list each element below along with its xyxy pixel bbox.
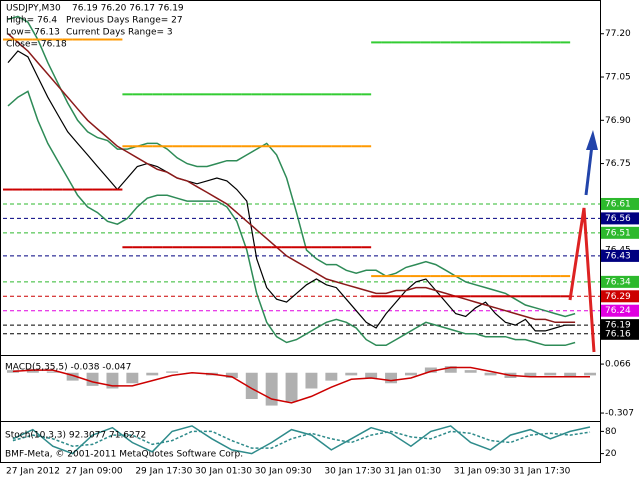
histogram-bar bbox=[524, 372, 537, 377]
histogram-bar bbox=[86, 372, 99, 386]
histogram-bar bbox=[564, 372, 577, 377]
histogram-bar bbox=[106, 372, 119, 389]
histogram-bar bbox=[245, 372, 258, 399]
y-tick-label: 0.066 bbox=[605, 360, 631, 370]
histogram-bar bbox=[345, 372, 358, 376]
level-label: 76.61 bbox=[605, 199, 631, 209]
level-box bbox=[601, 249, 639, 262]
y-tick-label: 77.05 bbox=[605, 73, 631, 83]
symbol: USDJPY,M30 bbox=[6, 4, 61, 14]
histogram-bar bbox=[325, 372, 338, 381]
level-label: 76.19 bbox=[605, 321, 631, 331]
level-label: 76.56 bbox=[605, 214, 631, 224]
indicator-line bbox=[12, 366, 590, 404]
histogram-bar bbox=[126, 372, 139, 384]
level-box bbox=[601, 304, 639, 317]
x-tick-label: 31 Jan 09:30 bbox=[454, 467, 511, 477]
info: Current Days Range= 3 bbox=[66, 28, 173, 38]
histogram-bar bbox=[464, 370, 477, 373]
y-tick-label: 80 bbox=[605, 427, 617, 437]
histogram-bar bbox=[305, 372, 318, 389]
watermark: BMF-Meta, © 2001-2011 MetaQuotes Softwar… bbox=[5, 450, 243, 460]
level-label: 76.43 bbox=[605, 251, 631, 261]
level-label: 76.51 bbox=[605, 228, 631, 238]
info: Previous Days Range= 27 bbox=[66, 16, 183, 26]
indicator-line bbox=[7, 33, 576, 324]
histogram-bar bbox=[225, 372, 238, 378]
histogram-bar bbox=[584, 372, 597, 376]
histogram-bar bbox=[404, 372, 417, 376]
x-tick-label: 30 Jan 01:30 bbox=[195, 467, 252, 477]
level-box bbox=[601, 212, 639, 225]
histogram-bar bbox=[365, 372, 378, 378]
ohlc: 76.19 76.20 76.17 76.19 bbox=[72, 4, 184, 14]
x-tick-label: 27 Jan 2012 bbox=[6, 467, 60, 477]
histogram-bar bbox=[66, 372, 79, 381]
level-label: 76.16 bbox=[605, 329, 631, 339]
histogram-bar bbox=[484, 372, 497, 376]
macd-title: MACD(5,35,5) -0.038 -0.047 bbox=[5, 363, 131, 373]
y-tick-label: 77.20 bbox=[605, 29, 631, 39]
x-tick-label: 30 Jan 09:30 bbox=[255, 467, 312, 477]
signal-arrow-up bbox=[584, 144, 594, 196]
signal-arrow-down bbox=[568, 207, 596, 353]
level-label: 76.24 bbox=[605, 306, 631, 316]
histogram-bar bbox=[544, 372, 557, 376]
x-tick-label: 30 Jan 17:30 bbox=[324, 467, 381, 477]
level-box bbox=[601, 327, 639, 340]
histogram-bar bbox=[385, 372, 398, 384]
info: Close= 76.18 bbox=[6, 40, 67, 50]
level-box bbox=[601, 197, 639, 210]
level-box bbox=[601, 290, 639, 303]
y-tick-label: 76.75 bbox=[605, 159, 631, 169]
info: High= 76.4 bbox=[6, 16, 57, 26]
histogram-bar bbox=[46, 371, 59, 373]
level-label: 76.29 bbox=[605, 292, 631, 302]
info: Low= 76.13 bbox=[6, 28, 60, 38]
x-tick-label: 27 Jan 09:00 bbox=[66, 467, 123, 477]
price-line bbox=[7, 50, 576, 332]
y-tick-label: -0.307 bbox=[605, 409, 634, 419]
x-tick-label: 31 Jan 17:30 bbox=[513, 467, 570, 477]
x-tick-label: 31 Jan 01:30 bbox=[384, 467, 441, 477]
level-box bbox=[601, 275, 639, 288]
indicator-line bbox=[7, 15, 576, 318]
level-box bbox=[601, 226, 639, 239]
level-label: 76.34 bbox=[605, 277, 631, 287]
indicator-line bbox=[7, 90, 576, 347]
indicator-line bbox=[12, 430, 591, 449]
y-tick-label: 76.90 bbox=[605, 116, 631, 126]
histogram-bar bbox=[265, 372, 278, 406]
x-tick-label: 29 Jan 17:30 bbox=[135, 467, 192, 477]
arrow-head bbox=[586, 130, 598, 150]
frame bbox=[0, 0, 601, 463]
indicator-line bbox=[12, 425, 591, 455]
histogram-bar bbox=[444, 366, 457, 373]
histogram-bar bbox=[166, 371, 179, 373]
stoch-title: Stoch(10,3,3) 92.3077 71.6272 bbox=[5, 431, 146, 441]
histogram-bar bbox=[146, 372, 159, 376]
y-tick-label: 20 bbox=[605, 449, 617, 459]
histogram-bar bbox=[424, 367, 437, 373]
histogram-bar bbox=[285, 372, 298, 402]
